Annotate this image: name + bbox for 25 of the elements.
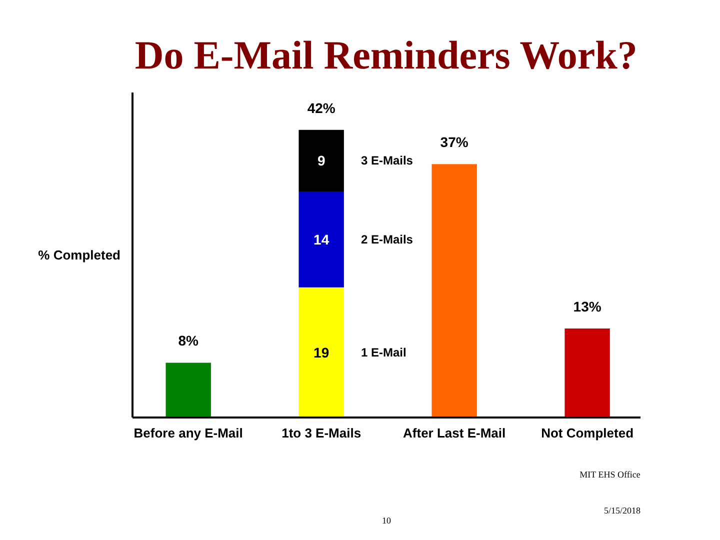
text: 5/15/2018 — [604, 506, 641, 516]
bar — [298, 130, 344, 192]
x-tick-label: Before any E-Mail — [134, 426, 243, 440]
bar — [564, 328, 610, 418]
data-label: 19 — [314, 344, 330, 360]
series-label: 1 E-Mail — [360, 345, 406, 360]
bar — [298, 192, 344, 288]
bar — [432, 164, 477, 418]
bar — [298, 287, 344, 418]
x-tick-label: Not Completed — [541, 426, 634, 440]
chart-title: Do E-Mail Reminders Work? — [134, 32, 638, 78]
text: 10 — [382, 516, 392, 526]
total-label: 37% — [440, 134, 469, 150]
series-label: 2 E-Mails — [360, 232, 414, 246]
data-label: 9 — [317, 152, 326, 169]
x-tick-label: 1to 3 E-Mails — [282, 426, 362, 440]
x-tick-label: After Last E-Mail — [403, 426, 506, 440]
y-axis-title: % Completed — [38, 248, 121, 262]
series-label: 3 E-Mails — [360, 154, 414, 168]
total-label: 13% — [573, 298, 602, 314]
data-label: 14 — [314, 231, 330, 248]
total-label: 8% — [178, 332, 200, 349]
total-label: 42% — [307, 100, 336, 116]
text: MIT EHS Office — [580, 470, 640, 480]
bar — [166, 362, 211, 418]
